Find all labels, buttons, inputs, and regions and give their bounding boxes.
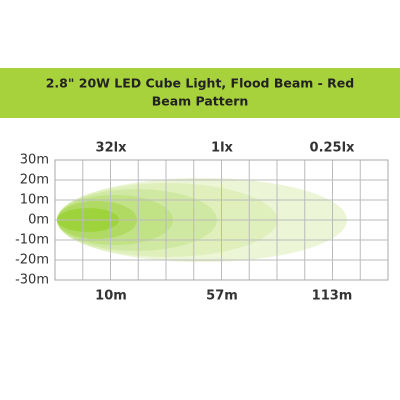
distance-label: 57m xyxy=(206,289,238,304)
y-tick-label: 0m xyxy=(28,213,49,228)
y-tick-label: 10m xyxy=(20,193,49,208)
lux-label: 32lx xyxy=(96,141,128,156)
distance-label: 10m xyxy=(95,289,127,304)
lux-label: 0.25lx xyxy=(310,141,356,156)
y-tick-label: 20m xyxy=(20,173,49,188)
lux-label: 1lx xyxy=(211,141,234,156)
y-tick-label: -20m xyxy=(15,253,49,268)
title-band xyxy=(0,68,400,118)
plot-frame xyxy=(54,159,389,281)
y-tick-label: -30m xyxy=(15,273,49,288)
distance-label: 113m xyxy=(312,289,353,304)
chart-title: Beam Pattern xyxy=(152,94,249,109)
chart-title: 2.8" 20W LED Cube Light, Flood Beam - Re… xyxy=(46,76,355,91)
y-tick-label: 30m xyxy=(20,153,49,168)
y-tick-label: -10m xyxy=(15,233,49,248)
grid xyxy=(55,159,388,281)
